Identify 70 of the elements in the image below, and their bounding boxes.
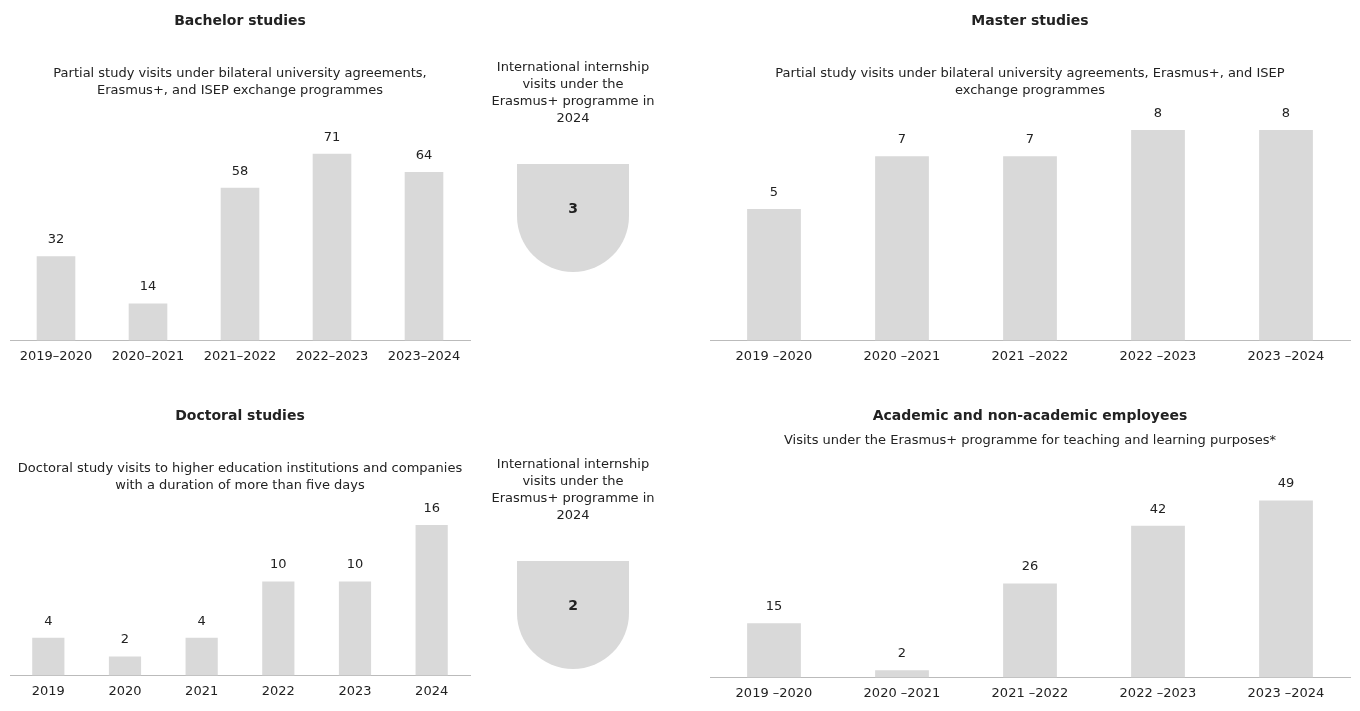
data-label: 7 — [897, 131, 907, 147]
x-tick-label: 2021 — [185, 682, 219, 698]
text: International internship visits under the Erasmus+ programme in 2024 — [490, 58, 656, 126]
x-tick-label: 2023 — [338, 682, 372, 698]
chart-title: Master studies — [970, 12, 1090, 28]
data-label: 10 — [270, 556, 287, 572]
data-label: 64 — [415, 146, 433, 162]
data-label: 15 — [765, 598, 783, 614]
x-tick-label: 2022 –2023 — [1119, 347, 1197, 363]
x-tick-label: 2020–2021 — [111, 347, 185, 363]
x-tick-label: 2019 –2020 — [735, 684, 813, 700]
data-label: 8 — [1281, 104, 1291, 120]
bar — [220, 187, 260, 341]
data-label: 4 — [44, 612, 53, 628]
x-tick-label: 2021–2022 — [203, 347, 277, 363]
bar — [338, 581, 372, 676]
x-tick-label: 2019 — [31, 682, 65, 698]
text: 2 — [567, 597, 579, 613]
x-tick-label: 2019 –2020 — [735, 347, 813, 363]
text: 3 — [567, 200, 579, 216]
x-tick-label: 2024 — [415, 682, 449, 698]
data-label: 71 — [323, 128, 341, 144]
bar — [404, 172, 444, 341]
data-label: 7 — [1025, 131, 1035, 147]
data-label: 14 — [139, 278, 157, 294]
x-tick-label: 2022 — [261, 682, 295, 698]
bar — [415, 525, 448, 676]
x-tick-label: 2022–2023 — [295, 347, 369, 363]
bar — [36, 256, 76, 341]
data-label: 32 — [47, 231, 65, 247]
x-tick-label: 2021 –2022 — [991, 347, 1069, 363]
data-label: 58 — [231, 162, 249, 178]
data-label: 10 — [346, 556, 364, 572]
data-label: 2 — [120, 631, 130, 647]
x-tick-label: 2023 –2024 — [1247, 684, 1325, 700]
bar — [747, 623, 801, 678]
x-tick-label: 2020 — [108, 682, 142, 698]
bar — [108, 656, 142, 676]
data-label: 8 — [1153, 104, 1163, 120]
bar — [312, 153, 352, 341]
text: International internship visits under the Erasmus+ programme in 2024 — [490, 455, 656, 523]
data-label: 2 — [897, 645, 907, 661]
chart-title: Academic and non-academic employees — [871, 407, 1189, 423]
x-tick-label: 2019–2020 — [19, 347, 93, 363]
bar — [32, 637, 65, 676]
chart-title: Doctoral studies — [174, 407, 306, 423]
x-tick-label: 2021 –2022 — [991, 684, 1069, 700]
chart-subtitle: Partial study visits under bilateral university agreements, Erasmus+, and ISEP exchange programmes — [774, 64, 1286, 98]
bar — [1259, 500, 1313, 678]
x-tick-label: 2022 –2023 — [1119, 684, 1197, 700]
x-tick-label: 2023–2024 — [387, 347, 461, 363]
bar — [875, 670, 929, 678]
bar — [128, 303, 168, 341]
data-label: 42 — [1149, 500, 1167, 516]
data-label: 4 — [197, 612, 206, 628]
chart-title: Bachelor studies — [173, 12, 307, 28]
bar — [262, 581, 295, 676]
x-tick-label: 2020 –2021 — [863, 684, 941, 700]
bar — [1131, 525, 1185, 678]
chart-subtitle: Visits under the Erasmus+ programme for teaching and learning purposes* — [782, 431, 1278, 448]
data-label: 16 — [423, 499, 440, 515]
data-label: 5 — [769, 183, 779, 199]
bar — [1003, 583, 1057, 678]
chart-subtitle: Partial study visits under bilateral university agreements, Erasmus+, and ISEP exchange programmes — [52, 64, 428, 98]
x-tick-label: 2020 –2021 — [863, 347, 941, 363]
chart-subtitle: Doctoral study visits to higher education institutions and companies with a duration of more than five days — [16, 459, 464, 493]
bar — [185, 637, 218, 676]
data-label: 49 — [1277, 475, 1295, 491]
data-label: 26 — [1021, 558, 1039, 574]
x-tick-label: 2023 –2024 — [1247, 347, 1325, 363]
